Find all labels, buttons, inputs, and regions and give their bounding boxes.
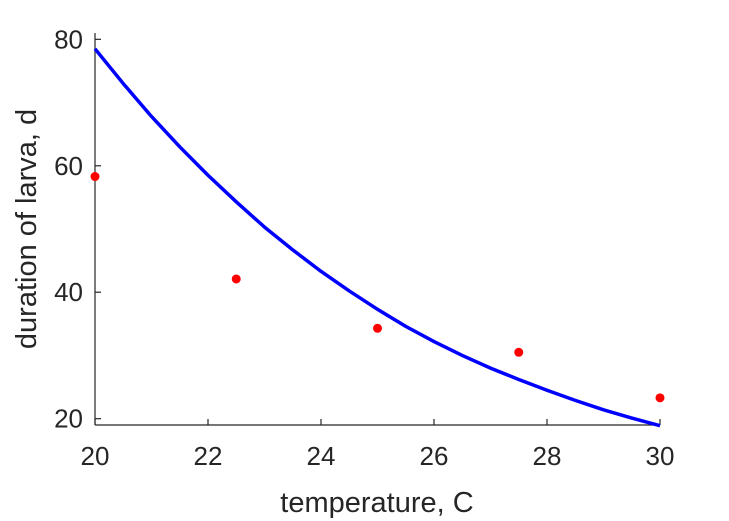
y-tick-label: 60	[54, 151, 83, 181]
series-layer	[90, 47, 665, 428]
axes	[94, 33, 660, 426]
x-tick-label: 24	[307, 441, 336, 471]
y-tick-label: 80	[54, 24, 83, 54]
ticks: 20 22 24 26 28 30 20 40 60 80	[54, 24, 674, 471]
data-point	[655, 393, 665, 403]
x-tick-label: 28	[533, 441, 562, 471]
data-point	[231, 274, 241, 284]
x-tick-label: 26	[420, 441, 449, 471]
x-axis-label: temperature, C	[280, 487, 473, 519]
y-axis-label: duration of larva, d	[11, 109, 43, 349]
fitted-curve-line	[93, 47, 661, 428]
data-point	[373, 323, 382, 333]
data-point	[90, 172, 100, 182]
x-tick-label: 20	[81, 441, 110, 471]
y-tick-label: 20	[54, 404, 83, 434]
data-point	[514, 347, 524, 357]
y-tick-label: 40	[54, 277, 83, 307]
x-tick-label: 30	[646, 441, 675, 471]
x-tick-label: 22	[194, 441, 223, 471]
